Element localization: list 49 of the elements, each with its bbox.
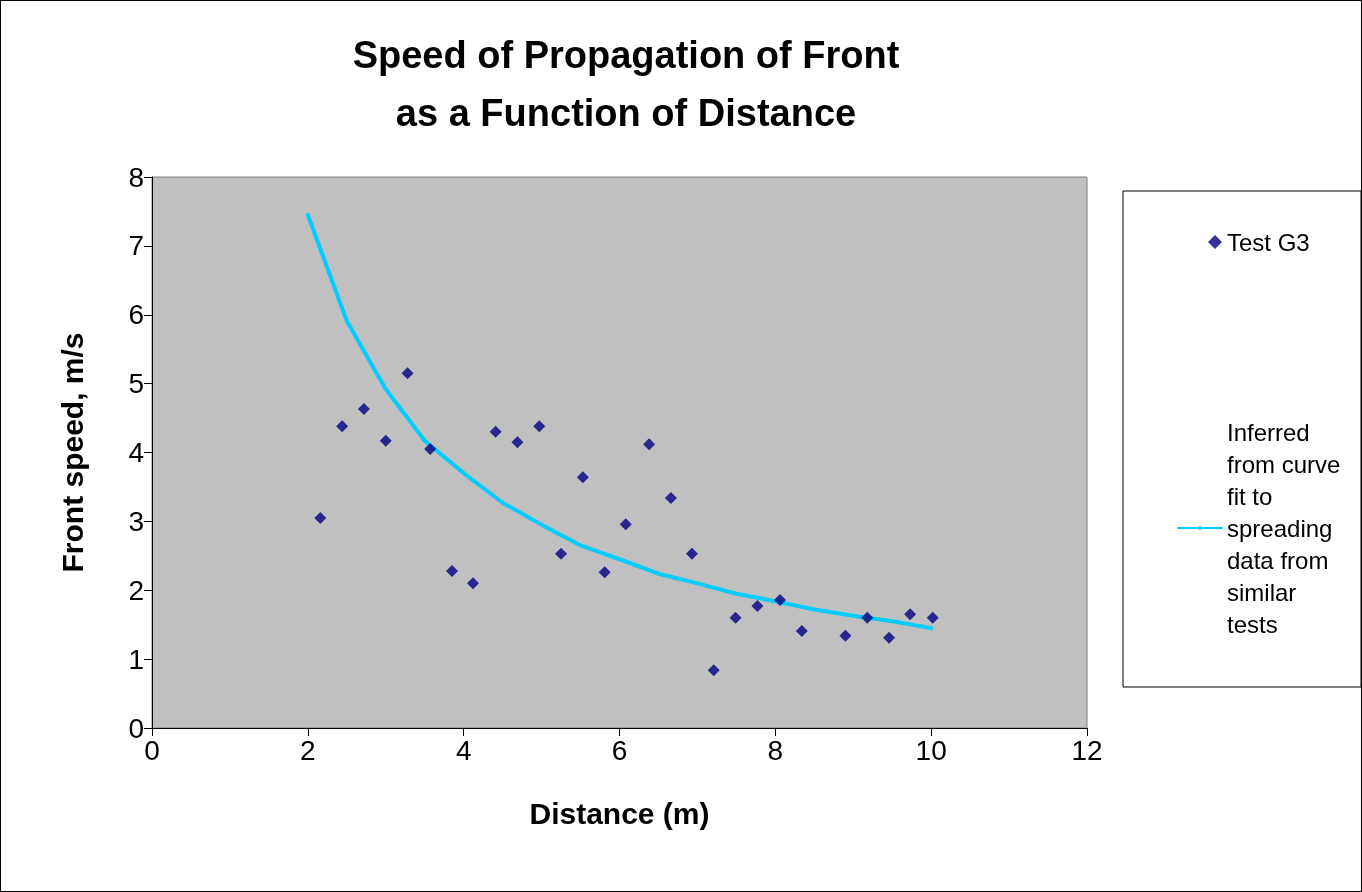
x-tick-label: 8	[767, 734, 784, 766]
point	[707, 664, 720, 677]
x-tick-label: 4	[455, 734, 472, 766]
point	[379, 434, 392, 447]
point	[467, 577, 480, 590]
y-tick-label: 1	[128, 643, 144, 675]
point	[839, 629, 852, 642]
point	[685, 547, 698, 560]
point	[336, 420, 349, 433]
point	[619, 518, 632, 531]
point	[314, 511, 327, 524]
x-tick-label: 2	[300, 734, 316, 766]
legend-label: Test G3	[1227, 228, 1310, 256]
point	[533, 420, 546, 433]
x-tick-label: 10	[915, 734, 947, 766]
point	[489, 425, 502, 438]
point	[401, 367, 414, 380]
y-tick-label: 7	[128, 230, 144, 262]
y-axis-title: Front speed, m/s	[55, 332, 89, 573]
point	[926, 611, 939, 624]
point	[598, 566, 611, 579]
x-tick-label: 12	[1071, 734, 1103, 766]
point	[357, 403, 370, 416]
point	[861, 611, 874, 624]
legend-label: Inferred from curve fit to spreading data from similar tests	[1227, 418, 1348, 638]
y-tick-label: 2	[128, 574, 144, 606]
point	[511, 436, 524, 449]
point	[883, 631, 896, 644]
y-tick-label: 4	[128, 437, 144, 468]
point	[729, 611, 742, 624]
y-tick-label: 3	[128, 505, 144, 537]
point	[424, 443, 437, 456]
point	[795, 624, 808, 637]
point	[445, 564, 458, 577]
x-axis-title: Distance (m)	[529, 796, 710, 830]
point	[904, 608, 917, 621]
y-tick-label: 6	[128, 299, 144, 331]
y-tick-label: 0	[128, 712, 144, 744]
line-series	[305, 212, 934, 631]
x-tick-label: 6	[611, 734, 628, 766]
y-tick-label: 8	[128, 161, 144, 193]
point	[664, 491, 677, 504]
point	[643, 438, 656, 451]
y-tick-label: 5	[128, 368, 144, 400]
point	[774, 593, 787, 606]
point	[555, 547, 568, 560]
chart-title: Speed of Propagation of Front as a Function of Distance	[352, 34, 900, 134]
point	[576, 471, 589, 484]
point	[751, 600, 764, 613]
